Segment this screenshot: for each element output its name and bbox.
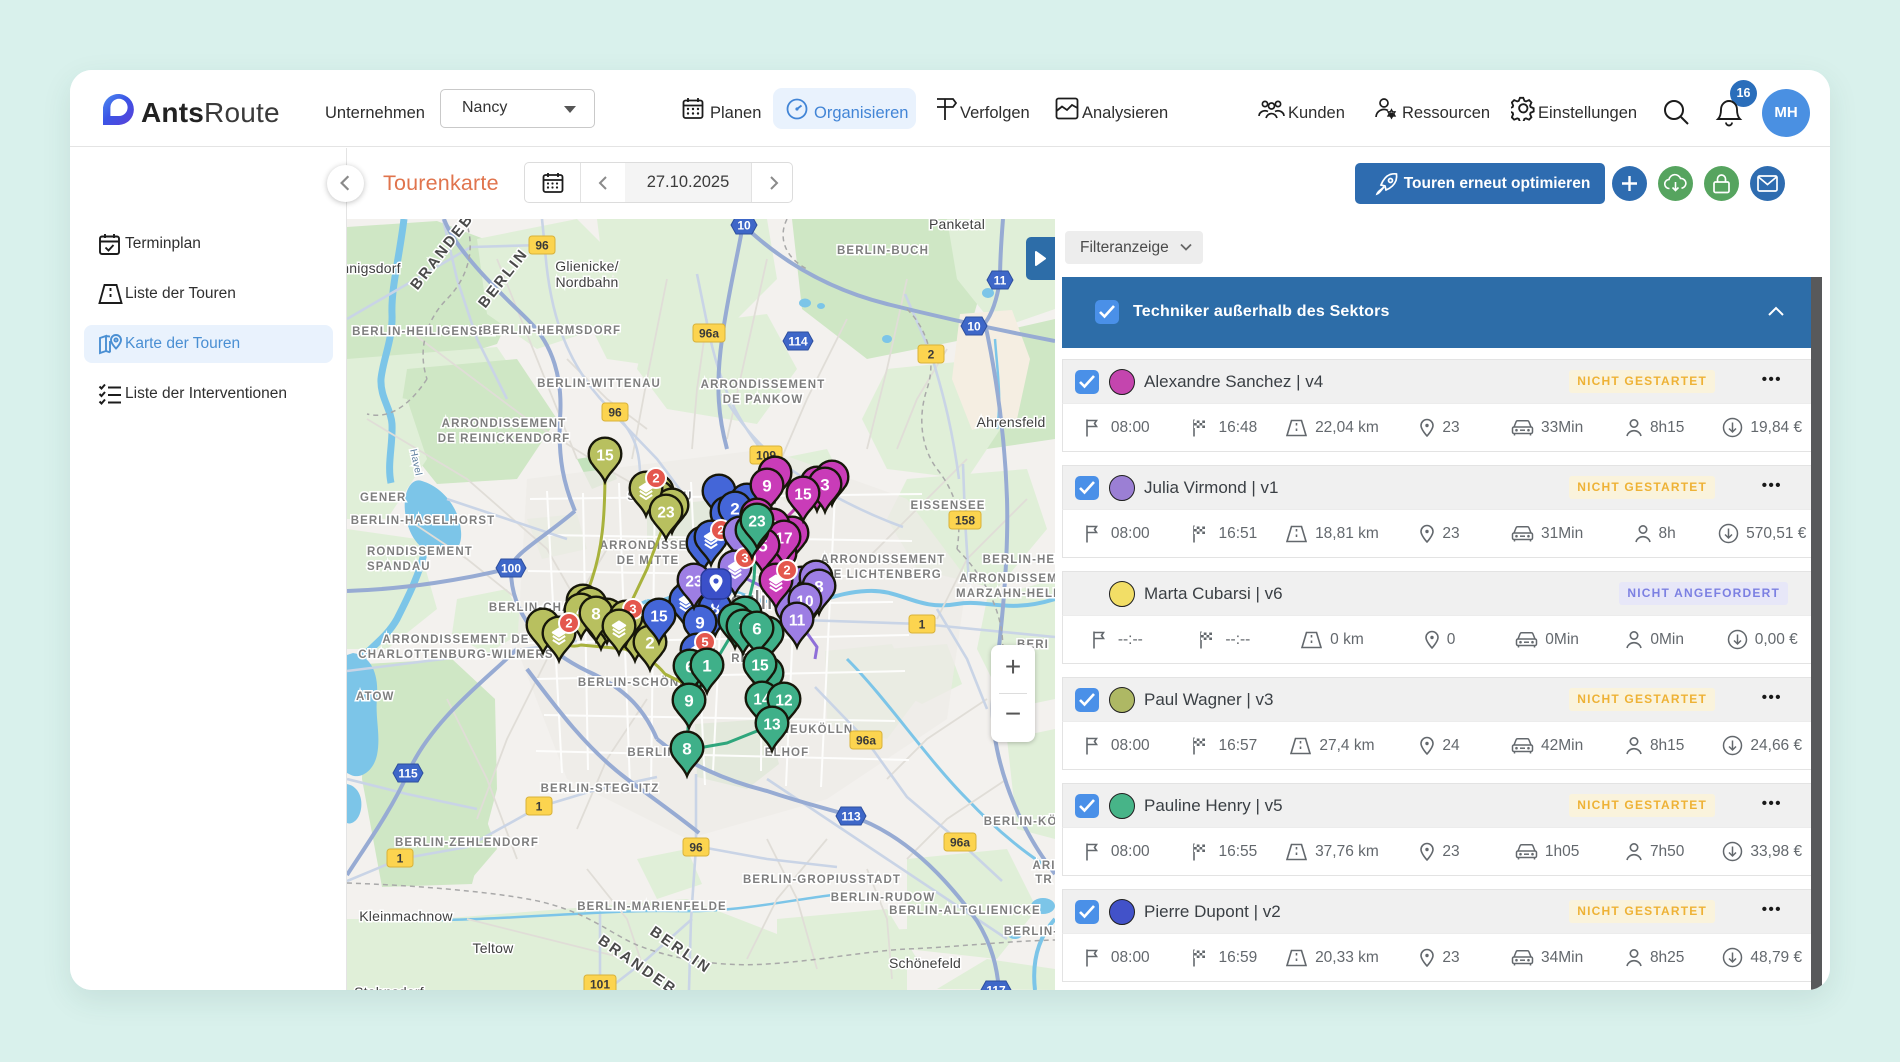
svg-text:96a: 96a [950, 836, 970, 850]
svg-text:TR: TR [1035, 874, 1053, 886]
svg-text:1: 1 [536, 800, 543, 814]
svg-text:BERLIN-ZEHLENDORF: BERLIN-ZEHLENDORF [395, 837, 539, 849]
svg-text:ARRONDISSEMENT: ARRONDISSEMENT [442, 418, 567, 430]
svg-text:9: 9 [695, 614, 704, 633]
svg-text:nnigsdorf: nnigsdorf [347, 260, 401, 276]
svg-text:9: 9 [762, 477, 771, 496]
svg-text:DE PANKOW: DE PANKOW [723, 394, 804, 406]
svg-text:1: 1 [702, 657, 711, 676]
svg-text:2: 2 [565, 616, 572, 631]
svg-text:96a: 96a [856, 734, 876, 748]
svg-text:ARRONDISSEMENT DE: ARRONDISSEMENT DE [382, 634, 529, 646]
svg-text:113: 113 [841, 810, 861, 824]
svg-text:8: 8 [814, 578, 823, 597]
svg-text:SPANDAU: SPANDAU [367, 561, 431, 573]
svg-text:BERLIN-KÖP: BERLIN-KÖP [984, 815, 1055, 828]
svg-text:101: 101 [590, 978, 610, 991]
svg-text:BERLIN-HERMSDORF: BERLIN-HERMSDORF [483, 325, 621, 337]
svg-text:100: 100 [501, 562, 521, 576]
svg-text:Schönefeld: Schönefeld [889, 955, 961, 971]
svg-text:ARRONDISSEME: ARRONDISSEME [959, 573, 1055, 585]
svg-text:11: 11 [789, 613, 806, 630]
svg-text:3: 3 [741, 551, 748, 566]
svg-text:10: 10 [967, 320, 981, 334]
svg-text:9: 9 [684, 692, 693, 711]
svg-text:BERLIN-SCHÖNE: BERLIN-SCHÖNE [578, 676, 688, 689]
svg-text:EISSENSEE: EISSENSEE [910, 500, 985, 512]
svg-text:Glienicke/: Glienicke/ [555, 258, 618, 274]
svg-text:ATOW: ATOW [356, 691, 394, 703]
svg-text:BERLIN-GROPIUSSTADT: BERLIN-GROPIUSSTADT [743, 874, 901, 886]
svg-text:Nordbahn: Nordbahn [555, 274, 618, 290]
svg-text:5: 5 [758, 537, 767, 556]
svg-text:2: 2 [717, 523, 724, 538]
svg-text:158: 158 [955, 514, 975, 528]
svg-text:NEUKÖLLN: NEUKÖLLN [781, 723, 854, 736]
svg-text:96: 96 [535, 239, 549, 253]
svg-text:BERLIN-MARIENFELDE: BERLIN-MARIENFELDE [577, 901, 727, 913]
svg-text:ARRONDISSEMENT: ARRONDISSEMENT [701, 379, 826, 391]
svg-text:Teltow: Teltow [473, 940, 515, 956]
svg-text:14: 14 [753, 692, 771, 709]
svg-text:15: 15 [650, 609, 668, 626]
svg-text:8: 8 [710, 600, 719, 619]
svg-text:5: 5 [701, 635, 708, 650]
svg-text:11: 11 [994, 274, 1007, 288]
svg-text:Kleinmachnow: Kleinmachnow [359, 908, 453, 924]
svg-text:8: 8 [591, 605, 600, 624]
svg-text:BERLIN-BUCH: BERLIN-BUCH [837, 245, 929, 257]
svg-text:23: 23 [657, 505, 675, 522]
svg-text:2: 2 [928, 348, 935, 362]
svg-text:ARI: ARI [1032, 860, 1055, 872]
svg-text:BERLIN-HEL: BERLIN-HEL [983, 554, 1055, 566]
svg-text:BERLIN-RUDOW: BERLIN-RUDOW [831, 892, 936, 904]
svg-text:CHARLOTTENBURG-WILMERS: CHARLOTTENBURG-WILMERS [358, 649, 553, 661]
svg-text:BERLIN-ALTGLIENICKE: BERLIN-ALTGLIENICKE [889, 905, 1041, 917]
svg-text:10: 10 [737, 219, 751, 233]
svg-text:DE LICHTENBERG: DE LICHTENBERG [824, 569, 942, 581]
svg-text:15: 15 [794, 487, 812, 504]
svg-text:BERLIN-HASELHORST: BERLIN-HASELHORST [351, 515, 496, 527]
svg-text:15: 15 [751, 658, 769, 675]
svg-text:23: 23 [748, 514, 766, 531]
svg-text:Panketal: Panketal [929, 219, 985, 232]
svg-text:23: 23 [685, 574, 703, 591]
svg-text:3: 3 [629, 602, 636, 617]
svg-text:8: 8 [682, 740, 691, 759]
svg-text:2: 2 [645, 634, 654, 653]
svg-text:Stahnsdorf: Stahnsdorf [354, 984, 424, 990]
svg-text:114: 114 [788, 335, 808, 349]
svg-text:1: 1 [397, 852, 404, 866]
svg-text:2: 2 [652, 471, 659, 486]
svg-text:BERLIN-WITTENAU: BERLIN-WITTENAU [537, 378, 661, 390]
svg-text:BERLIN-STEGLITZ: BERLIN-STEGLITZ [541, 783, 660, 795]
svg-text:13: 13 [763, 717, 781, 734]
svg-text:ELHOF: ELHOF [765, 747, 809, 759]
svg-text:115: 115 [398, 767, 418, 781]
svg-text:2: 2 [730, 500, 739, 519]
svg-text:6: 6 [752, 620, 761, 639]
svg-text:RONDISSEMENT: RONDISSEMENT [367, 546, 473, 558]
svg-text:MARZAHN-HELLE: MARZAHN-HELLE [956, 588, 1055, 600]
svg-text:DE REINICKENDORF: DE REINICKENDORF [438, 433, 571, 445]
svg-text:GENER: GENER [360, 492, 406, 504]
svg-text:1: 1 [919, 618, 926, 632]
svg-text:15: 15 [596, 448, 614, 465]
svg-text:96: 96 [608, 406, 622, 420]
svg-text:Ahrensfeld: Ahrensfeld [977, 414, 1046, 430]
svg-text:BERLIN-: BERLIN- [1004, 926, 1055, 938]
svg-text:ARRONDISSEMENT: ARRONDISSEMENT [821, 554, 946, 566]
svg-text:3: 3 [820, 476, 829, 495]
svg-text:96a: 96a [699, 327, 719, 341]
svg-text:12: 12 [775, 693, 792, 710]
svg-text:DE MITTE: DE MITTE [617, 555, 679, 567]
svg-text:2: 2 [783, 563, 790, 578]
svg-text:96: 96 [689, 841, 703, 855]
svg-text:BERLIN-HEILIGENSEE: BERLIN-HEILIGENSEE [352, 326, 496, 338]
svg-text:117: 117 [986, 984, 1006, 991]
